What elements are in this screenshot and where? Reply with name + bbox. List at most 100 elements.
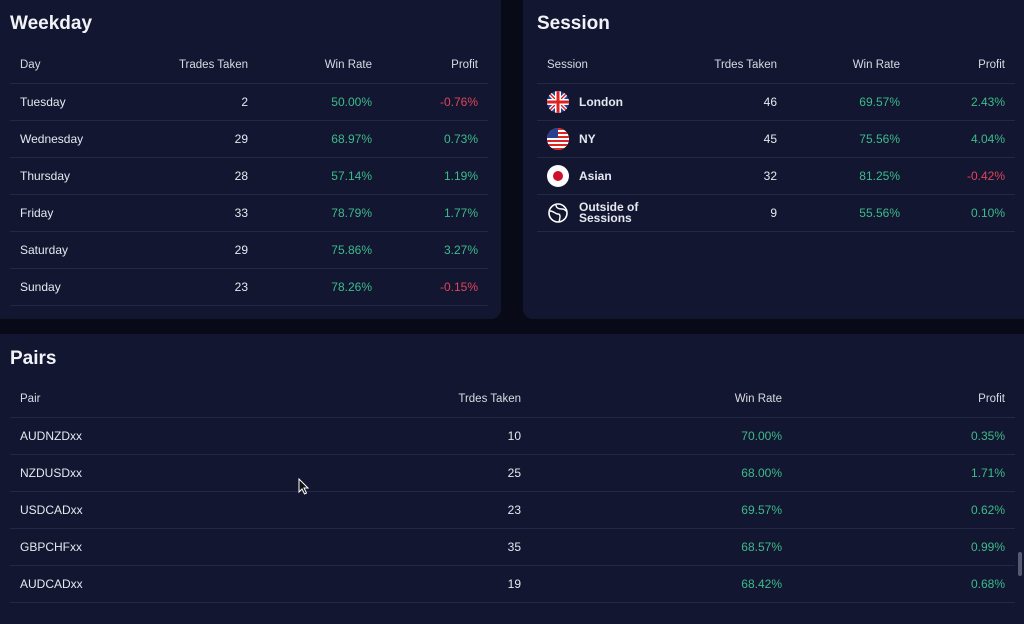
header-pair: Pair (20, 393, 41, 405)
table-row[interactable]: Tuesday 2 50.00% -0.76% (10, 84, 488, 121)
pairs-card: Pairs Pair Trdes Taken Win Rate Profit A… (0, 334, 1024, 624)
session-name-cell: London (579, 95, 623, 109)
trades-cell: 46 (763, 95, 777, 109)
trades-cell: 10 (507, 429, 521, 443)
trades-cell: 45 (763, 132, 777, 146)
win-rate-cell: 68.97% (331, 132, 372, 146)
session-name-cell: NY (579, 132, 596, 146)
win-rate-cell: 68.57% (741, 540, 782, 554)
profit-cell: 4.04% (970, 132, 1005, 146)
header-profit: Profit (451, 59, 478, 71)
profit-cell: 0.62% (970, 503, 1005, 517)
session-card: Session Session Trdes Taken Win Rate Pro… (523, 0, 1024, 319)
win-rate-cell: 69.57% (741, 503, 782, 517)
trades-cell: 25 (507, 466, 521, 480)
table-row[interactable]: Outside of Sessions 9 55.56% 0.10% (537, 195, 1015, 232)
table-row[interactable]: London 46 69.57% 2.43% (537, 84, 1015, 121)
weekday-title: Weekday (10, 13, 93, 34)
header-session: Session (547, 59, 588, 71)
table-row[interactable]: Thursday 28 57.14% 1.19% (10, 158, 488, 195)
profit-cell: 0.35% (970, 429, 1005, 443)
session-name-cell: Asian (579, 169, 612, 183)
weekday-table: Day Trades Taken Win Rate Profit Tuesday… (10, 47, 488, 306)
profit-cell: 3.27% (443, 243, 478, 257)
day-cell: Friday (20, 206, 54, 220)
us-flag-icon (547, 128, 569, 150)
trades-cell: 29 (234, 132, 248, 146)
trades-cell: 9 (770, 206, 777, 220)
table-row[interactable]: Friday 33 78.79% 1.77% (10, 195, 488, 232)
profit-cell: -0.42% (966, 169, 1005, 183)
pair-cell: AUDCADxx (20, 577, 83, 591)
profit-cell: 0.99% (970, 540, 1005, 554)
win-rate-cell: 68.00% (741, 466, 782, 480)
trades-cell: 2 (241, 95, 248, 109)
pairs-table: Pair Trdes Taken Win Rate Profit AUDNZDx… (10, 381, 1015, 603)
table-row[interactable]: NZDUSDxx 25 68.00% 1.71% (10, 455, 1015, 492)
table-row[interactable]: AUDNZDxx 10 70.00% 0.35% (10, 418, 1015, 455)
header-trades: Trdes Taken (714, 59, 777, 71)
win-rate-cell: 68.42% (741, 577, 782, 591)
profit-cell: 2.43% (970, 95, 1005, 109)
profit-cell: 1.19% (443, 169, 478, 183)
table-row[interactable]: Asian 32 81.25% -0.42% (537, 158, 1015, 195)
profit-cell: 0.73% (443, 132, 478, 146)
session-table: Session Trdes Taken Win Rate Profit Lond… (537, 47, 1015, 232)
trades-cell: 35 (507, 540, 521, 554)
day-cell: Sunday (20, 280, 61, 294)
pair-cell: NZDUSDxx (20, 466, 82, 480)
session-title: Session (537, 13, 610, 34)
day-cell: Thursday (20, 169, 71, 183)
table-row[interactable]: Saturday 29 75.86% 3.27% (10, 232, 488, 269)
profit-cell: 0.68% (970, 577, 1005, 591)
trades-cell: 28 (234, 169, 248, 183)
header-trades: Trdes Taken (458, 393, 521, 405)
uk-flag-icon (547, 91, 569, 113)
pair-cell: USDCADxx (20, 503, 83, 517)
win-rate-cell: 75.56% (859, 132, 900, 146)
japan-flag-icon (547, 165, 569, 187)
table-row[interactable]: AUDCADxx 19 68.42% 0.68% (10, 566, 1015, 603)
table-row[interactable]: USDCADxx 23 69.57% 0.62% (10, 492, 1015, 529)
win-rate-cell: 75.86% (331, 243, 372, 257)
pair-cell: AUDNZDxx (20, 429, 82, 443)
table-row[interactable]: GBPCHFxx 35 68.57% 0.99% (10, 529, 1015, 566)
table-row[interactable]: NY 45 75.56% 4.04% (537, 121, 1015, 158)
globe-icon (547, 202, 569, 224)
table-header: Day Trades Taken Win Rate Profit (10, 47, 488, 84)
trades-cell: 23 (234, 280, 248, 294)
profit-cell: 0.10% (970, 206, 1005, 220)
win-rate-cell: 70.00% (741, 429, 782, 443)
win-rate-cell: 78.79% (331, 206, 372, 220)
pair-cell: GBPCHFxx (20, 540, 83, 554)
weekday-card: Weekday Day Trades Taken Win Rate Profit… (0, 0, 501, 319)
win-rate-cell: 69.57% (859, 95, 900, 109)
header-day: Day (20, 59, 41, 71)
table-header: Session Trdes Taken Win Rate Profit (537, 47, 1015, 84)
win-rate-cell: 50.00% (331, 95, 372, 109)
trades-cell: 32 (763, 169, 777, 183)
day-cell: Wednesday (20, 132, 84, 146)
table-header: Pair Trdes Taken Win Rate Profit (10, 381, 1015, 418)
header-win-rate: Win Rate (734, 393, 782, 405)
profit-cell: 1.71% (970, 466, 1005, 480)
win-rate-cell: 78.26% (331, 280, 372, 294)
day-cell: Tuesday (20, 95, 66, 109)
header-profit: Profit (978, 59, 1005, 71)
trades-cell: 19 (507, 577, 521, 591)
win-rate-cell: 57.14% (331, 169, 372, 183)
pairs-title: Pairs (10, 348, 57, 369)
profit-cell: -0.76% (439, 95, 478, 109)
table-row[interactable]: Wednesday 29 68.97% 0.73% (10, 121, 488, 158)
header-win-rate: Win Rate (852, 59, 900, 71)
mouse-cursor-icon (298, 478, 310, 495)
scrollbar[interactable] (1018, 552, 1022, 576)
win-rate-cell: 55.56% (859, 206, 900, 220)
profit-cell: -0.15% (439, 280, 478, 294)
trades-cell: 33 (234, 206, 248, 220)
header-win-rate: Win Rate (324, 59, 372, 71)
session-name-cell: Outside of Sessions (579, 200, 639, 225)
table-row[interactable]: Sunday 23 78.26% -0.15% (10, 269, 488, 306)
header-profit: Profit (978, 393, 1005, 405)
day-cell: Saturday (20, 243, 69, 257)
